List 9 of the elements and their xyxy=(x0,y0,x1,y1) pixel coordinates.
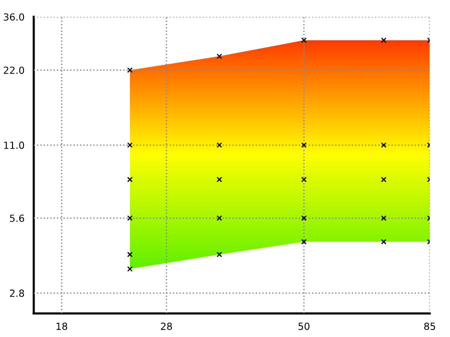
y-tick-label: 22.0 xyxy=(4,66,24,74)
y-tick-label: 11.0 xyxy=(4,142,24,149)
y-tick-label: 5.6 xyxy=(10,214,24,222)
y-tick-label: 2.8 xyxy=(10,290,24,297)
x-tick-label: 28 xyxy=(160,322,172,330)
x-tick-label: 85 xyxy=(424,322,436,330)
x-tick-label: 18 xyxy=(56,322,68,330)
x-tick-label: 50 xyxy=(298,322,310,330)
y-tick-label: 36.0 xyxy=(4,13,24,21)
